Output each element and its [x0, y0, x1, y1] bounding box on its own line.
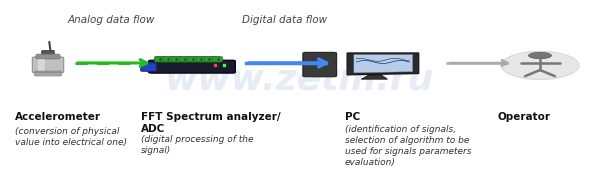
FancyBboxPatch shape — [140, 63, 157, 71]
Text: Accelerometer: Accelerometer — [15, 112, 101, 122]
FancyBboxPatch shape — [149, 60, 235, 73]
Text: www.zetm.ru: www.zetm.ru — [166, 62, 434, 97]
Ellipse shape — [501, 51, 579, 80]
FancyBboxPatch shape — [205, 57, 214, 62]
Text: (digital processing of the
signal): (digital processing of the signal) — [141, 135, 254, 155]
FancyBboxPatch shape — [179, 57, 190, 62]
Text: (conversion of physical
value into electrical one): (conversion of physical value into elect… — [15, 127, 127, 147]
FancyBboxPatch shape — [34, 72, 62, 76]
FancyBboxPatch shape — [35, 71, 61, 73]
FancyBboxPatch shape — [155, 57, 221, 62]
Polygon shape — [361, 75, 388, 79]
Polygon shape — [354, 55, 413, 73]
FancyBboxPatch shape — [213, 57, 223, 62]
Text: Analog data flow: Analog data flow — [67, 15, 155, 25]
FancyBboxPatch shape — [38, 59, 45, 71]
Text: PC: PC — [345, 112, 360, 122]
Text: (identification of signals,
selection of algorithm to be
used for signals parame: (identification of signals, selection of… — [345, 125, 472, 167]
Text: FFT Spectrum analyzer/
ADC: FFT Spectrum analyzer/ ADC — [141, 112, 281, 134]
FancyBboxPatch shape — [303, 52, 337, 77]
FancyBboxPatch shape — [155, 57, 164, 62]
FancyBboxPatch shape — [196, 57, 206, 62]
FancyBboxPatch shape — [36, 54, 60, 59]
Text: Operator: Operator — [497, 112, 550, 122]
FancyBboxPatch shape — [163, 57, 173, 62]
Circle shape — [529, 52, 551, 59]
FancyBboxPatch shape — [32, 57, 64, 73]
FancyBboxPatch shape — [188, 57, 198, 62]
Text: Digital data flow: Digital data flow — [242, 15, 328, 25]
Polygon shape — [347, 53, 419, 75]
FancyBboxPatch shape — [41, 50, 55, 56]
FancyBboxPatch shape — [172, 57, 181, 62]
